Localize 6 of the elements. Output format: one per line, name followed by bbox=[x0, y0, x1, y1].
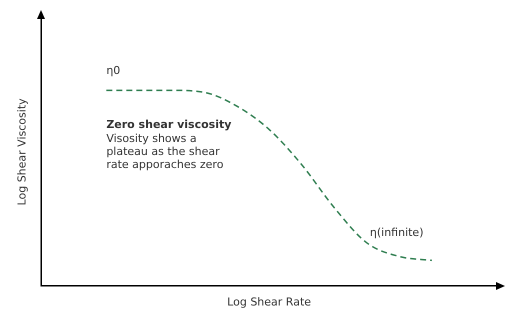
x-axis-title: Log Shear Rate bbox=[227, 295, 312, 308]
annotation: Visosity shows a plateau as the shear rate apporaches zero bbox=[106, 132, 224, 171]
annotation: Zero shear viscosity bbox=[106, 118, 232, 131]
annotation: η(infinite) bbox=[370, 226, 424, 240]
y-axis-title: Log Shear Viscosity bbox=[15, 98, 28, 206]
text: η0 bbox=[106, 64, 120, 78]
